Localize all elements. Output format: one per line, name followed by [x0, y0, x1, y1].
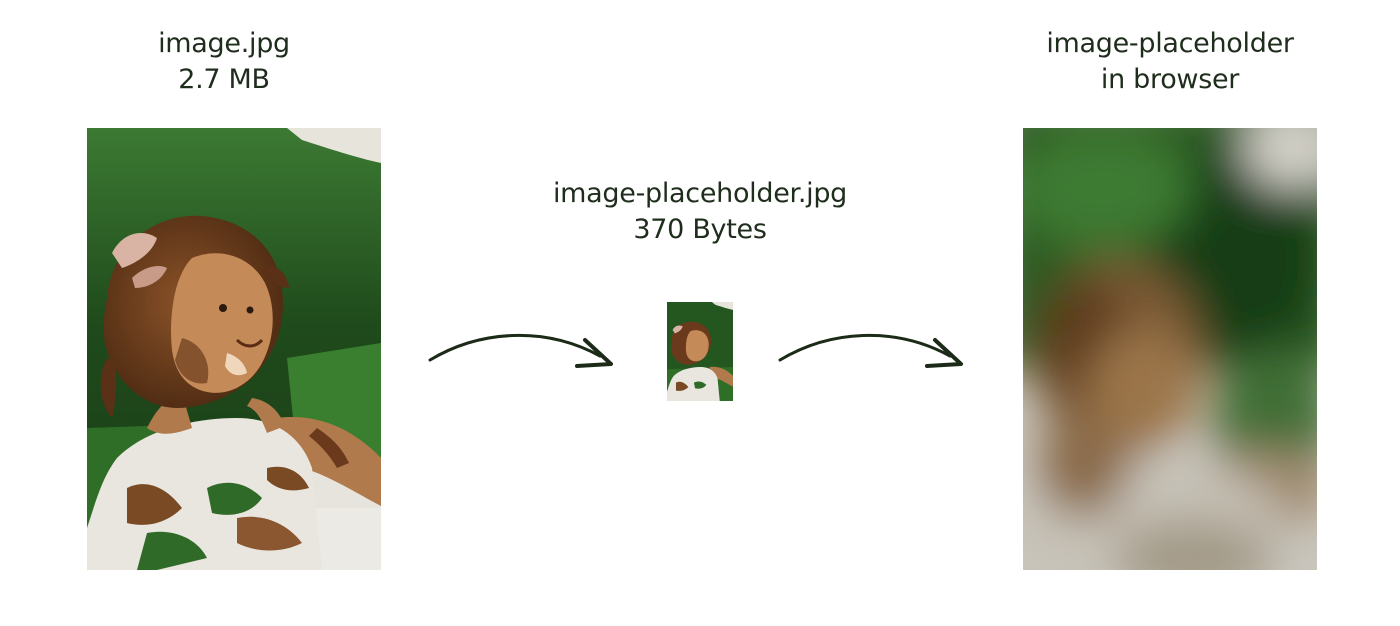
placeholder-image-caption: image-placeholder.jpg 370 Bytes	[520, 176, 880, 248]
curved-right-arrow-icon	[775, 318, 970, 378]
placeholder-filesize: 370 Bytes	[633, 214, 767, 245]
browser-caption-line1: image-placeholder	[1046, 28, 1294, 59]
curved-right-arrow-icon	[425, 318, 620, 378]
blurred-placeholder-photo	[1023, 128, 1317, 570]
blurred-girl-illustration	[1023, 128, 1317, 570]
original-image-caption: image.jpg 2.7 MB	[94, 26, 354, 98]
browser-caption: image-placeholder in browser	[990, 26, 1350, 98]
placeholder-filename: image-placeholder.jpg	[552, 178, 848, 209]
original-photo	[87, 128, 381, 570]
placeholder-thumbnail	[667, 302, 733, 401]
original-filename: image.jpg	[158, 28, 290, 59]
browser-caption-line2: in browser	[1100, 64, 1240, 95]
girl-thumbnail-illustration	[667, 302, 733, 401]
original-filesize: 2.7 MB	[178, 64, 270, 95]
girl-photo-illustration	[87, 128, 381, 570]
